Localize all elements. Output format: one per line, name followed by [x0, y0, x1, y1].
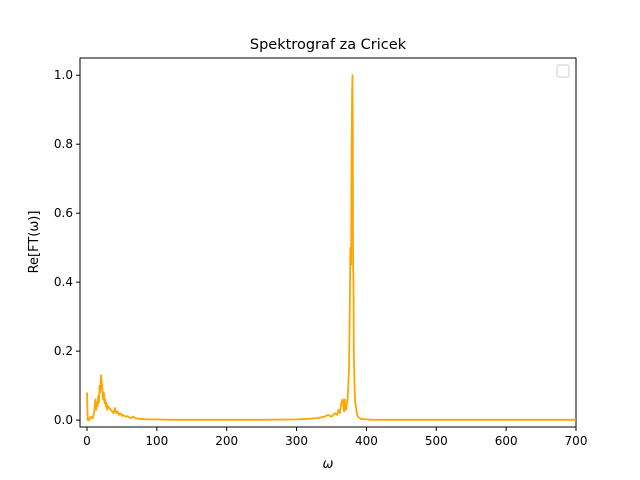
x-tick-label: 400: [355, 434, 378, 448]
y-tick-label: 0.6: [54, 206, 73, 220]
x-tick-label: 0: [83, 434, 91, 448]
plot-area: [79, 57, 577, 428]
y-axis: 0.0 0.2 0.4 0.6 0.8 1.0: [54, 68, 80, 427]
x-axis-label: ω: [323, 457, 334, 472]
legend-box: [556, 64, 570, 78]
y-axis-label: Re[FT(ω)]: [27, 211, 42, 274]
x-tick-label: 600: [495, 434, 518, 448]
x-tick-label: 500: [425, 434, 448, 448]
y-tick-label: 0.4: [54, 275, 73, 289]
x-tick-label: 100: [145, 434, 168, 448]
y-tick-label: 0.8: [54, 137, 73, 151]
y-tick-label: 0.2: [54, 344, 73, 358]
x-tick-label: 300: [285, 434, 308, 448]
chart-title: Spektrograf za Cricek: [250, 37, 407, 53]
spectrum-series-line: [86, 74, 576, 422]
series-layer: [86, 74, 576, 422]
x-axis: 0 100 200 300 400 500 600 700: [83, 427, 587, 448]
x-tick-label: 700: [565, 434, 588, 448]
y-tick-label: 1.0: [54, 68, 73, 82]
y-tick-label: 0.0: [54, 413, 73, 427]
x-tick-label: 200: [215, 434, 238, 448]
